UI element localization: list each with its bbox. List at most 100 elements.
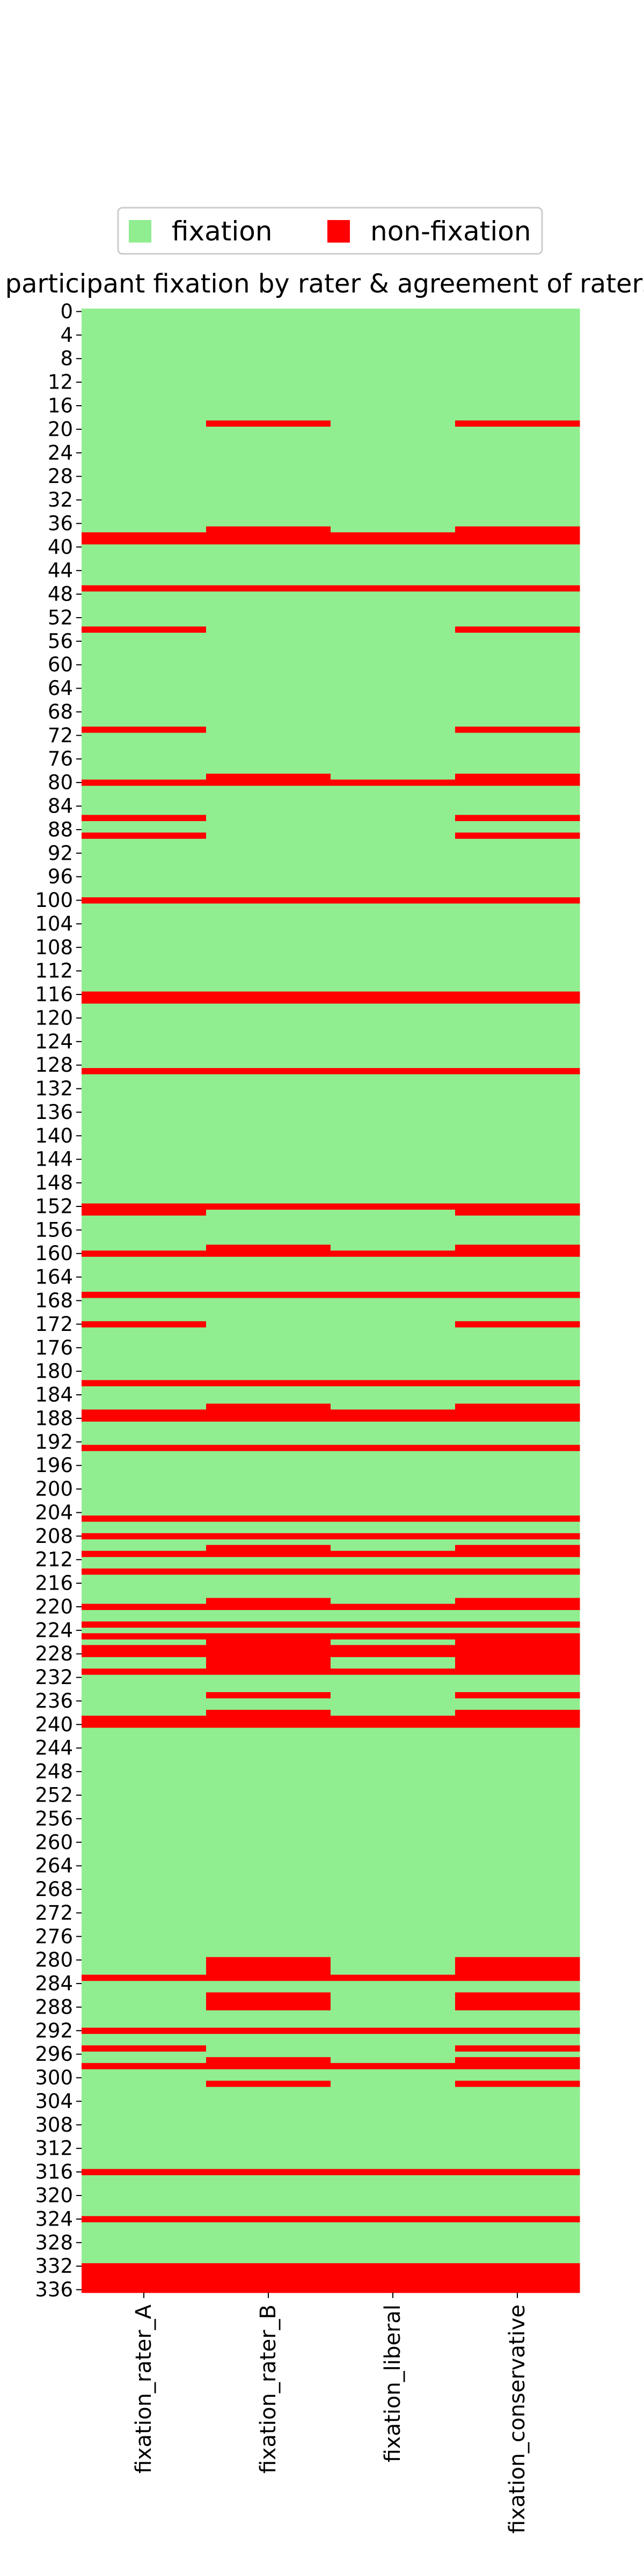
y-tick-label: 200 — [35, 1477, 73, 1501]
heatmap-cell-non-fixation — [206, 2063, 331, 2069]
heatmap-cell-non-fixation — [206, 1515, 331, 1522]
heatmap-cell-non-fixation — [206, 420, 331, 427]
heatmap-cell-non-fixation — [206, 1992, 331, 1999]
heatmap-cell-non-fixation — [455, 420, 580, 427]
heatmap-cell-non-fixation — [455, 1604, 580, 1611]
y-tick-label: 320 — [35, 2184, 73, 2207]
y-tick-label: 268 — [35, 1878, 73, 1901]
heatmap-cell-non-fixation — [331, 1645, 456, 1651]
y-tick-label: 120 — [35, 1006, 73, 1029]
heatmap-cell-non-fixation — [455, 1968, 580, 1975]
y-tick-label: 284 — [35, 1972, 73, 1995]
y-tick-label: 28 — [48, 465, 73, 488]
heatmap-cell-non-fixation — [455, 2275, 580, 2281]
heatmap-cell-non-fixation — [331, 1621, 456, 1628]
heatmap-cell-non-fixation — [206, 1639, 331, 1645]
y-tick-label: 256 — [35, 1807, 73, 1830]
chart-title: participant fixation by rater & agreemen… — [5, 269, 644, 299]
heatmap-cell-non-fixation — [455, 815, 580, 822]
heatmap-cell-non-fixation — [331, 1380, 456, 1387]
heatmap-cell-non-fixation — [455, 1550, 580, 1557]
column-background-fixation-rater-A — [82, 309, 207, 2293]
heatmap-cell-non-fixation — [206, 2275, 331, 2281]
heatmap-cell-non-fixation — [331, 991, 456, 998]
heatmap-cell-non-fixation — [82, 815, 207, 822]
heatmap-cell-non-fixation — [206, 1633, 331, 1640]
y-tick-label: 184 — [35, 1384, 73, 1407]
y-tick-label: 132 — [35, 1077, 73, 1100]
heatmap-cell-non-fixation — [455, 526, 580, 533]
heatmap-cell-non-fixation — [331, 1203, 456, 1210]
heatmap-cell-non-fixation — [82, 1409, 207, 1416]
heatmap-cell-non-fixation — [206, 1380, 331, 1387]
heatmap-cell-non-fixation — [206, 773, 331, 780]
heatmap-cell-non-fixation — [82, 1633, 207, 1640]
y-tick-label: 20 — [48, 418, 73, 441]
y-tick-label: 272 — [35, 1901, 73, 1924]
heatmap-cell-non-fixation — [331, 1415, 456, 1422]
y-tick-label: 264 — [35, 1854, 73, 1877]
heatmap-cell-non-fixation — [455, 1545, 580, 1552]
heatmap-cell-non-fixation — [455, 1692, 580, 1699]
heatmap-cell-non-fixation — [331, 1604, 456, 1611]
heatmap-cell-non-fixation — [455, 1974, 580, 1981]
heatmap-cell-non-fixation — [206, 1203, 331, 1210]
legend-label-fixation: fixation — [172, 216, 273, 247]
y-tick-label: 80 — [48, 771, 73, 794]
heatmap-cell-non-fixation — [455, 832, 580, 839]
heatmap-cell-non-fixation — [455, 991, 580, 998]
heatmap-cell-non-fixation — [206, 1415, 331, 1422]
y-tick-label: 168 — [35, 1289, 73, 1312]
heatmap-cell-non-fixation — [82, 1621, 207, 1628]
heatmap-cells — [82, 309, 580, 2293]
heatmap-cell-non-fixation — [206, 1445, 331, 1451]
y-tick-label: 216 — [35, 1572, 73, 1595]
heatmap-cell-non-fixation — [206, 1663, 331, 1669]
heatmap-cell-non-fixation — [455, 2004, 580, 2011]
heatmap-cell-non-fixation — [82, 1380, 207, 1387]
heatmap-cell-non-fixation — [331, 1292, 456, 1298]
heatmap-cell-non-fixation — [331, 2263, 456, 2270]
y-tick-label: 52 — [48, 606, 73, 629]
heatmap-cell-non-fixation — [455, 1250, 580, 1257]
legend: fixation non-fixation — [117, 207, 543, 255]
heatmap-cell-non-fixation — [82, 1209, 207, 1216]
heatmap-cell-non-fixation — [455, 1292, 580, 1298]
heatmap-cell-non-fixation — [455, 2081, 580, 2087]
heatmap-cell-non-fixation — [206, 2281, 331, 2287]
y-tick-label: 236 — [35, 1689, 73, 1713]
y-tick-label: 176 — [35, 1336, 73, 1359]
heatmap-cell-non-fixation — [455, 1963, 580, 1970]
heatmap-cell-non-fixation — [455, 1321, 580, 1328]
heatmap-cell-non-fixation — [206, 1598, 331, 1605]
y-tick-label: 280 — [35, 1949, 73, 1972]
y-tick-label: 296 — [35, 2043, 73, 2066]
heatmap-cell-non-fixation — [82, 1203, 207, 1210]
y-tick-label: 300 — [35, 2066, 73, 2089]
y-tick-label: 108 — [35, 936, 73, 959]
heatmap-cell-non-fixation — [206, 526, 331, 533]
heatmap-cell-non-fixation — [82, 2269, 207, 2275]
heatmap-cell-non-fixation — [206, 1409, 331, 1416]
heatmap-cell-non-fixation — [455, 773, 580, 780]
y-tick-label: 12 — [48, 371, 73, 394]
y-tick-label: 60 — [48, 653, 73, 676]
y-tick-label: 16 — [48, 394, 73, 418]
y-tick-label: 48 — [48, 583, 73, 606]
heatmap-cell-non-fixation — [455, 585, 580, 592]
heatmap-cell-non-fixation — [331, 2275, 456, 2281]
y-tick-label: 164 — [35, 1265, 73, 1289]
y-tick-label: 0 — [60, 300, 73, 323]
y-tick-label: 100 — [35, 889, 73, 912]
y-tick-label: 84 — [48, 794, 73, 817]
y-tick-label: 36 — [48, 512, 73, 535]
heatmap-cell-non-fixation — [206, 1604, 331, 1611]
heatmap-cell-non-fixation — [455, 1715, 580, 1722]
heatmap-cell-non-fixation — [455, 1998, 580, 2005]
heatmap-cell-non-fixation — [455, 2263, 580, 2270]
heatmap-cell-non-fixation — [206, 1974, 331, 1981]
y-tick-label: 160 — [35, 1242, 73, 1265]
y-tick-label: 88 — [48, 818, 73, 841]
heatmap-cell-non-fixation — [82, 2063, 207, 2069]
heatmap-cell-non-fixation — [455, 1068, 580, 1074]
